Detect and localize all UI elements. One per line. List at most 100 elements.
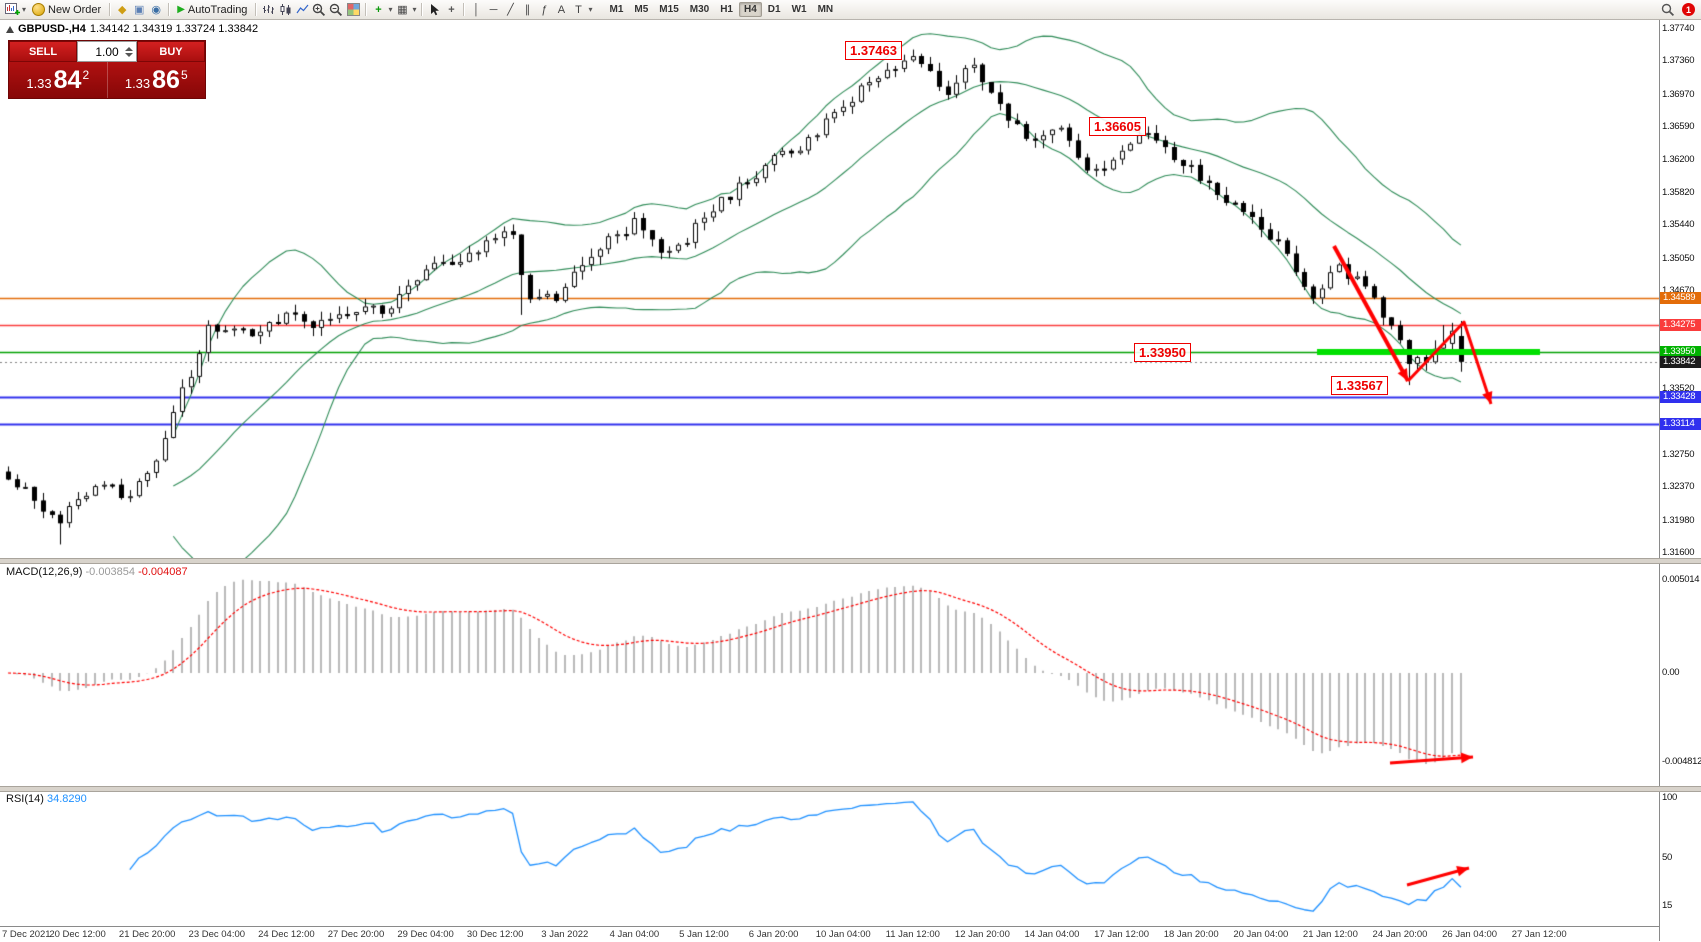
sell-price-point: 2	[82, 68, 90, 82]
zoom-in-icon[interactable]	[311, 2, 327, 18]
panel-splitter[interactable]	[0, 558, 1701, 564]
indicators-caret[interactable]: ▾	[388, 5, 393, 14]
rsi-canvas[interactable]	[0, 790, 1659, 926]
rsi-axis-label: 15	[1662, 899, 1672, 911]
price-tick: 1.37740	[1662, 23, 1695, 34]
volume-value: 1.00	[95, 44, 119, 59]
timeframe-m15[interactable]: M15	[659, 4, 679, 15]
timeframe-m5[interactable]: M5	[634, 4, 649, 15]
vertical-line-icon[interactable]: │	[473, 3, 480, 16]
channel-icon[interactable]: ∥	[524, 3, 531, 16]
panel-splitter[interactable]	[0, 786, 1701, 792]
price-tick: 1.32750	[1662, 448, 1695, 460]
time-label: 23 Dec 04:00	[188, 929, 246, 940]
time-label: 27 Dec 20:00	[327, 929, 385, 940]
time-axis[interactable]: 7 Dec 2021 20 Dec 12:00 21 Dec 20:00 23 Dec…	[0, 926, 1659, 942]
search-icon[interactable]	[1660, 2, 1676, 18]
sell-price[interactable]: 1.33 84 2	[9, 62, 107, 98]
price-tick: 1.31600	[1662, 546, 1695, 558]
macd-axis-label: 0.005014	[1662, 574, 1700, 585]
new-order-button[interactable]: New Order	[28, 2, 105, 18]
price-annotation[interactable]: 1.37463	[845, 41, 902, 60]
toolbar-separator	[421, 3, 423, 16]
toolbar-separator	[365, 3, 367, 16]
macd-axis-label: 0.00	[1662, 667, 1680, 678]
sell-price-pips: 84	[53, 66, 82, 94]
text-icon[interactable]: A	[557, 3, 566, 16]
price-tick: 1.36200	[1662, 154, 1695, 166]
buy-price[interactable]: 1.33 86 5	[106, 62, 206, 98]
time-label: 14 Jan 04:00	[1024, 929, 1080, 940]
volume-spinner	[125, 43, 135, 60]
candlestick-chart-icon[interactable]	[277, 2, 293, 18]
price-tick: 1.33520	[1662, 383, 1695, 395]
volume-up-arrow[interactable]	[125, 46, 133, 51]
price-tag: 1.33842	[1660, 355, 1701, 368]
time-label: 24 Dec 12:00	[258, 929, 315, 940]
buy-button[interactable]: BUY	[137, 41, 205, 62]
chart-icon	[6, 25, 14, 33]
navigator-icon[interactable]: ◉	[151, 3, 161, 16]
indicators-icon[interactable]: +	[375, 3, 382, 16]
new-order-label: New Order	[48, 3, 102, 16]
label-icon[interactable]: T	[575, 3, 582, 16]
price-tag: 1.34275	[1660, 318, 1701, 331]
tile-windows-icon[interactable]	[345, 2, 361, 18]
timeframe-mn[interactable]: MN	[817, 4, 834, 15]
volume-input[interactable]: 1.00	[77, 41, 137, 62]
volume-down-arrow[interactable]	[125, 52, 133, 57]
timeframe-h4[interactable]: H4	[739, 2, 762, 17]
macd-axis-label: -0.004812	[1662, 756, 1701, 768]
sell-price-base: 1.33	[26, 76, 52, 91]
price-tick: 1.35820	[1662, 186, 1695, 198]
one-click-trading-panel: SELL 1.00 BUY 1.33 84 2 1.33 86 5	[8, 40, 206, 99]
time-label: 20 Dec 12:00	[49, 929, 106, 940]
price-tag: 1.33114	[1660, 417, 1701, 430]
timeframe-w1[interactable]: W1	[791, 4, 807, 15]
expert-advisors-icon[interactable]: ◆	[117, 3, 127, 16]
time-label: 18 Jan 20:00	[1163, 929, 1219, 940]
zoom-out-icon[interactable]	[328, 2, 344, 18]
horizontal-line-icon[interactable]: ─	[489, 3, 498, 16]
price-annotation[interactable]: 1.36605	[1089, 117, 1146, 136]
bar-chart-icon[interactable]	[260, 2, 276, 18]
autotrading-button[interactable]: ▶ AutoTrading	[173, 2, 251, 18]
price-tag: 1.33950	[1660, 346, 1701, 359]
new-order-icon	[32, 3, 46, 16]
templates-icon[interactable]: ▦	[397, 3, 408, 16]
price-annotation[interactable]: 1.33950	[1134, 343, 1191, 362]
timeframe-h1[interactable]: H1	[720, 4, 733, 15]
main-chart-canvas[interactable]	[0, 19, 1659, 558]
notification-badge[interactable]: 1	[1682, 3, 1695, 16]
macd-value-main: -0.003854	[85, 566, 136, 578]
price-axis[interactable]: 1.37740 1.37360 1.36970 1.36590 1.36200 1.358…	[1659, 19, 1701, 941]
trendline-icon[interactable]: ╱	[507, 3, 514, 16]
symbol-label: GBPUSD-,H4	[18, 23, 86, 35]
ohlc-values: 1.34142 1.34319 1.33724 1.33842	[89, 23, 259, 35]
macd-canvas[interactable]	[0, 562, 1659, 786]
price-annotation[interactable]: 1.33567	[1331, 376, 1388, 395]
shapes-caret[interactable]: ▾	[588, 5, 593, 14]
toolbar-separator	[109, 3, 111, 16]
line-chart-icon[interactable]	[294, 2, 310, 18]
rsi-value: 34.8290	[46, 793, 87, 805]
timeframe-m30[interactable]: M30	[689, 4, 710, 15]
new-chart-icon[interactable]	[4, 2, 20, 18]
timeframe-m1[interactable]: M1	[609, 4, 624, 15]
buy-price-base: 1.33	[124, 76, 151, 91]
timeframe-d1[interactable]: D1	[767, 4, 781, 15]
timeframe-group: M1 M5 M15 M30 H1 H4 D1 W1 MN	[604, 2, 838, 17]
time-label: 21 Jan 12:00	[1302, 929, 1358, 940]
new-chart-caret[interactable]: ▾	[22, 5, 27, 14]
macd-value-signal: -0.004087	[138, 566, 188, 578]
time-label: 12 Jan 20:00	[954, 929, 1010, 940]
price-tick: 1.35050	[1662, 252, 1695, 264]
sell-button[interactable]: SELL	[9, 41, 77, 62]
fibonacci-icon[interactable]: ƒ	[541, 3, 548, 16]
market-watch-icon[interactable]: ▣	[134, 3, 145, 16]
cursor-icon[interactable]	[426, 2, 442, 18]
buy-price-point: 5	[180, 68, 188, 82]
crosshair-icon[interactable]: +	[448, 3, 455, 16]
templates-caret[interactable]: ▾	[412, 5, 417, 14]
time-label: 30 Dec 12:00	[466, 929, 524, 940]
